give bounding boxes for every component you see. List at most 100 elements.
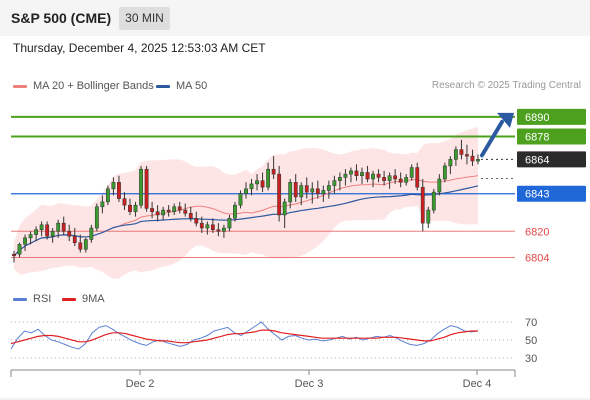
candle <box>111 177 116 196</box>
x-tick-label: Dec 3 <box>295 378 324 390</box>
candle <box>415 162 420 191</box>
candle <box>431 188 436 214</box>
candle-body <box>376 173 381 178</box>
candle-body <box>299 185 304 198</box>
candle-body <box>23 237 27 245</box>
candle-body <box>310 188 315 193</box>
candle <box>387 172 392 189</box>
candle-body <box>78 242 83 250</box>
candle-body <box>216 229 221 232</box>
candle-body <box>277 173 282 216</box>
candle <box>17 242 22 258</box>
candle <box>100 195 105 214</box>
candle-body <box>238 193 243 206</box>
candle-body <box>183 209 188 214</box>
candle <box>67 224 72 242</box>
candle <box>426 206 431 229</box>
candle <box>304 177 309 199</box>
candle-body <box>382 177 387 181</box>
candle-body <box>172 206 177 212</box>
candle <box>249 179 254 196</box>
candle <box>45 221 50 240</box>
x-tick-label: Dec 4 <box>463 378 492 390</box>
candle <box>238 190 243 209</box>
header-bar: S&P 500 (CME) 30 MIN <box>0 0 590 36</box>
candle-body <box>150 208 155 212</box>
candle-body <box>415 167 420 188</box>
candle <box>139 165 143 209</box>
time-axis: Dec 2 Dec 3 Dec 4 <box>0 369 590 400</box>
candle <box>437 174 442 196</box>
candle <box>365 165 370 183</box>
candle <box>404 174 409 186</box>
candle-body <box>34 229 39 235</box>
candle-body <box>304 185 309 193</box>
candle-body <box>233 204 237 219</box>
candle <box>144 165 149 212</box>
candle <box>277 165 282 222</box>
ma50-swatch <box>156 84 170 88</box>
nine-ma-swatch <box>62 297 76 301</box>
candle-body <box>133 204 138 212</box>
candle-body <box>89 227 94 240</box>
candle <box>83 237 88 253</box>
candle-body <box>12 253 16 257</box>
candle-body <box>210 224 215 230</box>
candle-body <box>465 154 469 157</box>
ma20-label: MA 20 + Bollinger Bands <box>33 80 154 92</box>
rsi-label: RSI <box>33 293 52 305</box>
candle-body <box>260 180 265 188</box>
candle-body <box>105 188 110 203</box>
candle-body <box>448 159 453 167</box>
candle <box>321 185 326 202</box>
target-arrow-head <box>497 112 514 128</box>
legend-rsi: RSI <box>13 293 51 305</box>
copyright: Research © 2025 Trading Central <box>431 80 581 91</box>
current-price-tag <box>517 151 586 168</box>
candle-body <box>155 211 160 216</box>
current-price-label: 6864 <box>525 154 549 166</box>
level-tag-6890 <box>517 108 586 125</box>
candle-body <box>139 168 143 206</box>
candle-body <box>199 222 204 229</box>
candle <box>56 219 61 238</box>
candle <box>476 154 480 165</box>
candle <box>23 234 27 251</box>
candle-body <box>166 209 171 212</box>
candle <box>409 164 414 181</box>
candle <box>271 156 276 180</box>
candle-body <box>420 186 425 224</box>
candle <box>459 139 464 160</box>
candle <box>326 180 331 199</box>
level-label-6890: 6890 <box>525 112 549 124</box>
candle-body <box>266 168 271 188</box>
bollinger-band <box>14 126 478 279</box>
candle <box>94 203 99 232</box>
candle-body <box>371 173 375 180</box>
candle-body <box>453 149 458 160</box>
ma20-swatch <box>13 84 27 88</box>
candle <box>282 198 287 229</box>
candle <box>72 228 77 247</box>
candle <box>371 170 375 188</box>
candle-body <box>426 209 431 224</box>
candle <box>448 156 453 175</box>
candle <box>420 179 425 232</box>
candle <box>177 201 182 214</box>
candle <box>133 201 138 217</box>
candle <box>299 182 304 206</box>
candle <box>188 206 193 222</box>
candle <box>337 172 342 191</box>
candle <box>376 169 381 183</box>
timeframe-button[interactable]: 30 MIN <box>119 7 170 30</box>
candle-body <box>188 213 193 219</box>
candle <box>221 224 226 238</box>
candle <box>442 162 447 183</box>
candle <box>349 167 353 183</box>
level-label-6804: 6804 <box>525 252 549 264</box>
candle <box>332 175 337 194</box>
candle-body <box>315 188 320 194</box>
ma50-label: MA 50 <box>176 80 208 92</box>
candle-body <box>431 191 436 211</box>
candle-body <box>83 239 88 250</box>
